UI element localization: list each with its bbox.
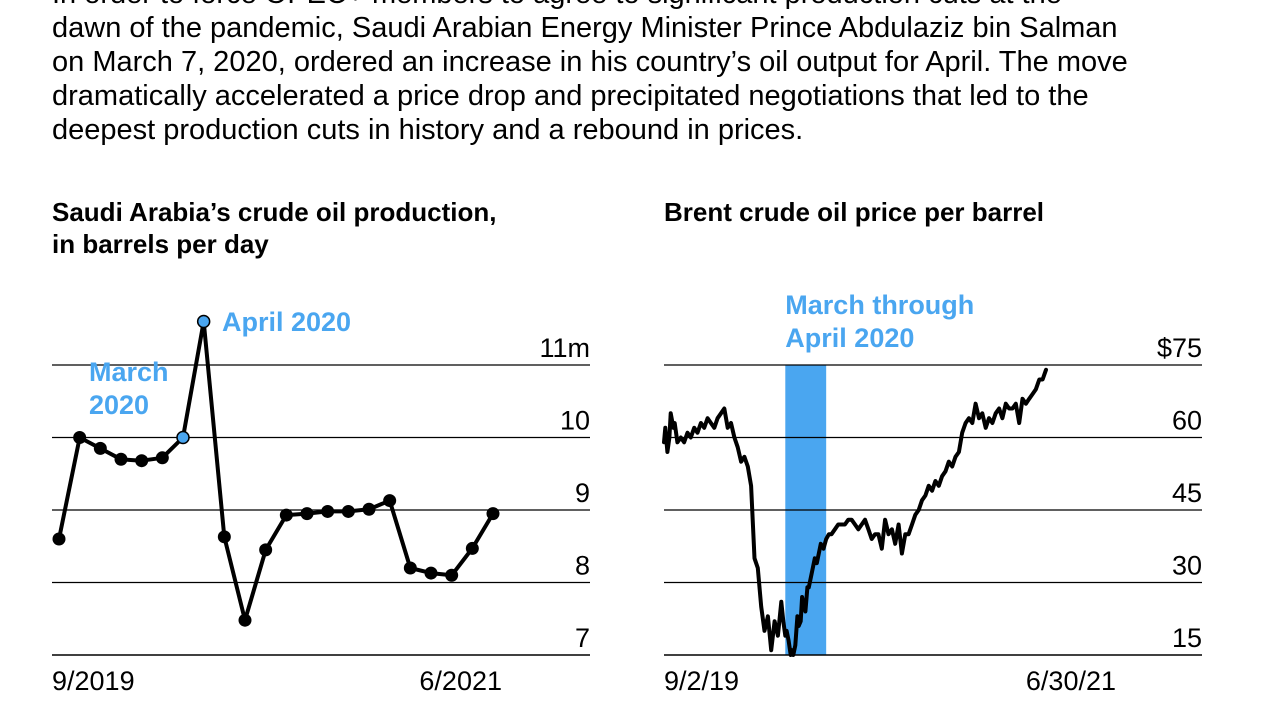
- data-point: [114, 452, 128, 466]
- x-end-label: 6/30/21: [1026, 666, 1116, 696]
- highlight-point: [196, 314, 211, 329]
- data-point: [465, 541, 479, 555]
- y-tick-label: 10: [560, 406, 590, 436]
- production-chart-title: Saudi Arabia’s crude oil production, in …: [52, 196, 496, 260]
- data-point: [424, 566, 438, 580]
- production-title-line: in barrels per day: [52, 229, 269, 259]
- highlight-point: [176, 430, 190, 445]
- highlight-label-line1: March through: [785, 290, 974, 320]
- intro-line: deepest production cuts in history and a…: [52, 114, 804, 146]
- brent-price-series-line: [662, 367, 1048, 657]
- intro-line: dramatically accelerated a price drop an…: [52, 80, 1089, 112]
- data-point: [52, 532, 66, 546]
- y-tick-label: 45: [1172, 478, 1202, 508]
- data-point: [383, 494, 397, 508]
- data-point: [93, 441, 107, 455]
- data-point: [486, 507, 500, 521]
- data-point: [321, 504, 335, 518]
- annotation-march-2020-year: 2020: [89, 390, 149, 420]
- intro-line: dawn of the pandemic, Saudi Arabian Ener…: [52, 12, 1118, 44]
- data-point: [362, 502, 376, 516]
- y-tick-label: 15: [1172, 623, 1202, 653]
- y-tick-label: $75: [1157, 333, 1202, 363]
- y-tick-label: 9: [575, 478, 590, 508]
- y-tick-label: 30: [1172, 551, 1202, 581]
- data-point: [445, 568, 459, 582]
- intro-text: In order to force OPEC+ members to agree…: [52, 0, 1232, 147]
- price-chart-title: Brent crude oil price per barrel: [664, 196, 1044, 228]
- data-point: [73, 431, 87, 444]
- data-point: [403, 561, 417, 575]
- y-tick-label: 60: [1172, 406, 1202, 436]
- x-end-label: 6/2021: [419, 666, 502, 696]
- y-tick-label: 11m: [539, 333, 590, 363]
- data-point: [259, 543, 273, 557]
- price-title-line: Brent crude oil price per barrel: [664, 197, 1045, 227]
- production-series-line: [57, 319, 495, 623]
- data-point: [279, 508, 293, 522]
- production-title-line: Saudi Arabia’s crude oil production,: [52, 197, 497, 227]
- data-point: [341, 504, 355, 518]
- intro-line: on March 7, 2020, ordered an increase in…: [52, 46, 1128, 78]
- intro-line: In order to force OPEC+ members to agree…: [52, 0, 1232, 11]
- annotation-april-2020: April 2020: [222, 307, 351, 337]
- y-tick-label: 8: [575, 551, 590, 581]
- data-point: [217, 530, 231, 544]
- data-point: [155, 451, 169, 465]
- annotation-march-2020: March: [89, 357, 169, 387]
- data-point: [238, 613, 252, 627]
- x-start-label: 9/2019: [52, 666, 135, 696]
- highlight-label-line2: April 2020: [785, 323, 914, 353]
- y-tick-label: 7: [575, 623, 590, 653]
- data-point: [135, 454, 149, 468]
- x-start-label: 9/2/19: [664, 666, 739, 696]
- data-point: [300, 507, 314, 521]
